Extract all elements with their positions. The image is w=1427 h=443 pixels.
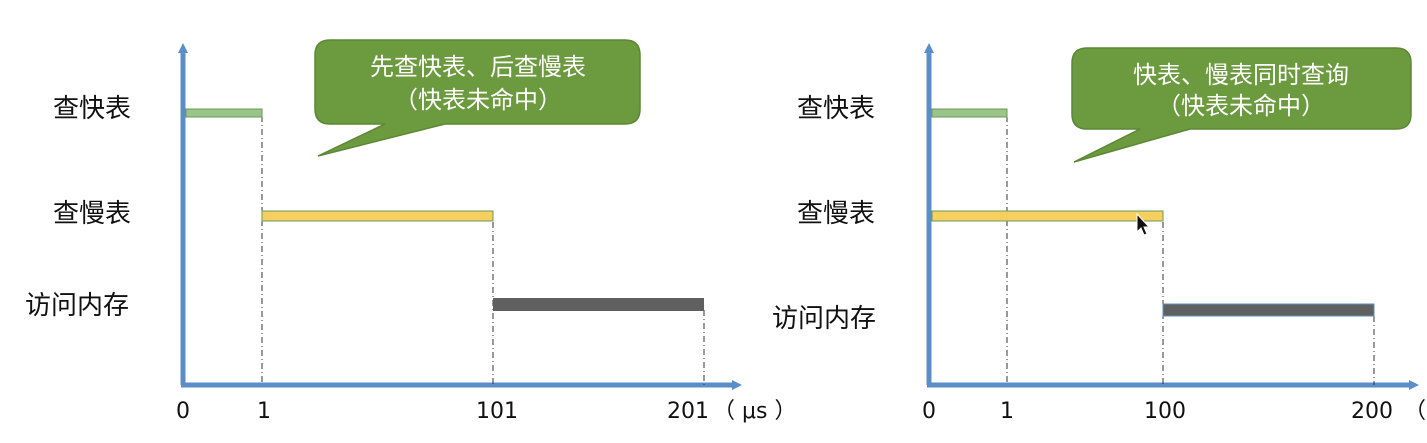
bar-slow-table	[931, 210, 1164, 222]
callout-line2: （快表未命中）	[1157, 92, 1325, 120]
tick-label: 201	[667, 399, 709, 424]
bar-memory-access	[1162, 303, 1375, 317]
callout-line1: 先查快表、后查慢表	[370, 53, 586, 81]
tick-label: 1	[257, 399, 271, 424]
axis-unit: （	[1404, 399, 1426, 424]
bar-memory-access	[493, 298, 704, 311]
tick-label: 100	[1144, 399, 1186, 424]
row-label-fast: 查快表	[53, 94, 131, 124]
tick-label: 101	[476, 399, 518, 424]
tick-label: 0	[176, 399, 190, 424]
row-label-memory: 访问内存	[772, 304, 876, 334]
mouse-pointer-icon	[1136, 212, 1151, 236]
diagram-parallel: 查快表 查慢表 访问内存 0 1 100 200 （ 快表、慢表同时查询 （快表…	[772, 43, 1426, 424]
diagram-sequential: 查快表 查慢表 访问内存 0 1 101 201 （ μs ） 先查快表、后查慢…	[25, 39, 796, 424]
bar-fast-table	[931, 108, 1008, 118]
tick-label: 200	[1351, 399, 1393, 424]
row-label-slow: 查慢表	[53, 199, 131, 229]
callout-line1: 快表、慢表同时查询	[1133, 61, 1349, 89]
callout-bubble	[1071, 47, 1412, 163]
callout-bubble	[314, 39, 641, 157]
row-label-fast: 查快表	[797, 94, 875, 124]
bar-fast-table	[185, 108, 263, 118]
row-label-slow: 查慢表	[797, 199, 875, 229]
axis-unit: （ μs ）	[713, 399, 796, 424]
callout-line2: （快表未命中）	[394, 86, 562, 114]
row-label-memory: 访问内存	[25, 291, 129, 321]
bar-slow-table	[261, 210, 494, 222]
tick-label: 1	[1000, 399, 1014, 424]
tick-label: 0	[922, 399, 936, 424]
